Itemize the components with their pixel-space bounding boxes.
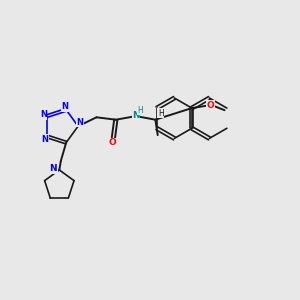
Text: N: N [76, 118, 83, 127]
Text: H: H [158, 109, 164, 118]
Text: N: N [41, 135, 48, 144]
Text: N: N [61, 102, 68, 111]
Text: N: N [50, 164, 57, 173]
Text: N: N [132, 111, 140, 120]
Text: O: O [206, 101, 214, 110]
Text: O: O [109, 138, 117, 147]
Text: H: H [137, 106, 143, 115]
Text: N: N [40, 110, 47, 119]
